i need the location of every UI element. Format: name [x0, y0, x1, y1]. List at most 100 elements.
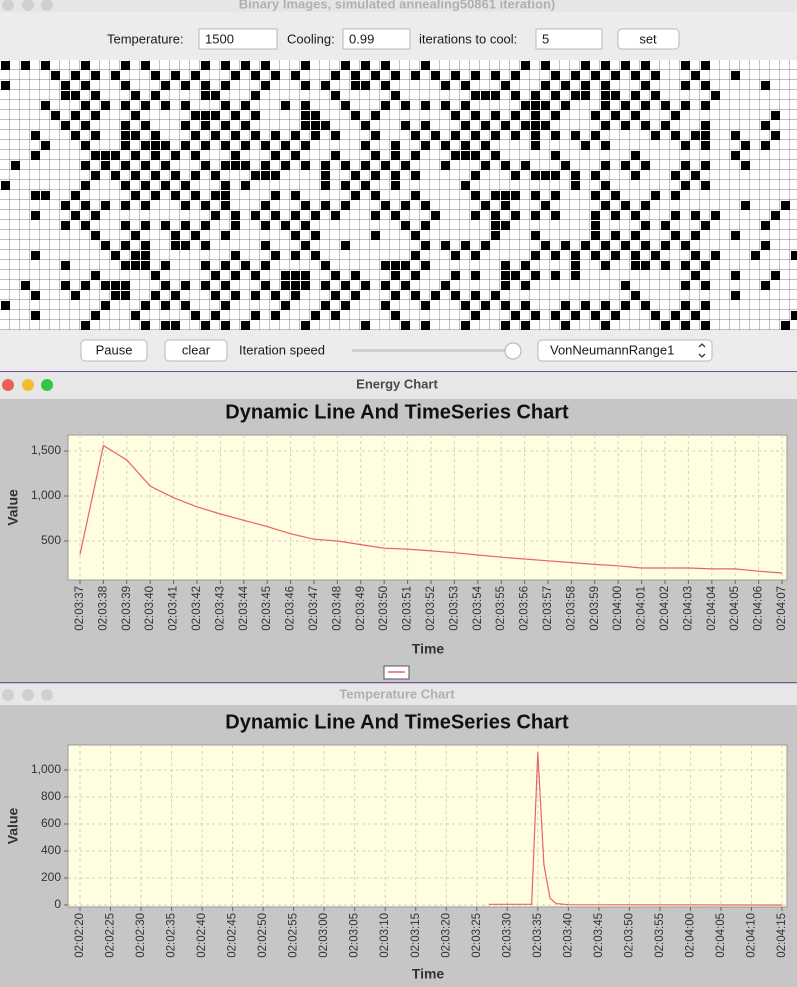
select-arrows	[698, 343, 706, 358]
close-button[interactable]	[2, 689, 14, 701]
black-cell	[31, 191, 40, 200]
cooling-input[interactable]	[342, 28, 411, 50]
black-cell	[351, 271, 360, 280]
slider-knob[interactable]	[504, 342, 522, 360]
black-cell	[761, 281, 770, 290]
clear-button[interactable]	[164, 339, 228, 362]
black-cell	[661, 221, 670, 230]
black-cell	[211, 171, 220, 180]
black-cell	[611, 91, 620, 100]
x-tick-label: 02:02:50	[257, 913, 269, 958]
black-cell	[91, 71, 100, 80]
black-cell	[41, 141, 50, 150]
black-cell	[31, 131, 40, 140]
black-cell	[421, 321, 430, 330]
black-cell	[121, 81, 130, 90]
black-cell	[291, 231, 300, 240]
zoom-button[interactable]	[41, 0, 53, 11]
black-cell	[401, 281, 410, 290]
black-cell	[701, 221, 710, 230]
x-tick-label: 02:04:03	[682, 586, 694, 631]
black-cell	[181, 201, 190, 210]
temperature-input[interactable]	[198, 28, 278, 50]
x-tick-label: 02:03:58	[565, 586, 577, 631]
black-cell	[501, 301, 510, 310]
black-cell	[571, 91, 580, 100]
black-cell	[391, 71, 400, 80]
zoom-button[interactable]	[41, 379, 53, 391]
slider-track[interactable]	[352, 349, 512, 352]
neighborhood-select[interactable]	[537, 339, 713, 362]
black-cell	[191, 311, 200, 320]
black-cell	[121, 61, 130, 70]
y-tick-label: 800	[41, 789, 61, 803]
black-cell	[231, 131, 240, 140]
black-cell	[691, 131, 700, 140]
black-cell	[101, 101, 110, 110]
pause-button[interactable]	[80, 339, 148, 362]
black-cell	[501, 161, 510, 170]
set-button[interactable]	[617, 28, 680, 50]
close-button[interactable]	[2, 0, 14, 11]
black-cell	[531, 131, 540, 140]
label: iterations to cool:	[419, 31, 517, 46]
black-cell	[631, 171, 640, 180]
black-cell	[281, 141, 290, 150]
iterations-input[interactable]	[535, 28, 603, 50]
black-cell	[511, 211, 520, 220]
black-cell	[131, 151, 140, 160]
black-cell	[601, 121, 610, 130]
black-cell	[391, 141, 400, 150]
black-cell	[371, 211, 380, 220]
black-cell	[141, 261, 150, 270]
black-cell	[601, 201, 610, 210]
black-cell	[211, 311, 220, 320]
black-cell	[701, 131, 710, 140]
black-cell	[601, 91, 610, 100]
black-cell	[141, 181, 150, 190]
black-cell	[621, 281, 630, 290]
zoom-button[interactable]	[41, 689, 53, 701]
black-cell	[371, 171, 380, 180]
close-button[interactable]	[2, 379, 14, 391]
black-cell	[101, 151, 110, 160]
black-cell	[1, 61, 10, 70]
black-cell	[651, 71, 660, 80]
x-tick-label: 02:02:20	[74, 913, 86, 958]
black-cell	[51, 71, 60, 80]
black-cell	[331, 71, 340, 80]
input-value: 0.99	[349, 31, 374, 46]
black-cell	[461, 151, 470, 160]
black-cell	[471, 291, 480, 300]
black-cell	[261, 221, 270, 230]
black-cell	[301, 281, 310, 290]
black-cell	[671, 211, 680, 220]
black-cell	[301, 141, 310, 150]
black-cell	[121, 261, 130, 270]
black-cell	[141, 241, 150, 250]
black-cell	[331, 311, 340, 320]
black-cell	[201, 61, 210, 70]
black-cell	[581, 61, 590, 70]
black-cell	[521, 61, 530, 70]
minimize-button[interactable]	[22, 379, 34, 391]
black-cell	[521, 281, 530, 290]
black-cell	[11, 161, 20, 170]
black-cell	[451, 251, 460, 260]
black-cell	[631, 71, 640, 80]
x-tick-label: 02:03:52	[425, 586, 437, 631]
black-cell	[411, 271, 420, 280]
black-cell	[741, 141, 750, 150]
minimize-button[interactable]	[22, 0, 34, 11]
x-tick-label: 02:03:50	[378, 586, 390, 631]
black-cell	[701, 121, 710, 130]
black-cell	[261, 141, 270, 150]
black-cell	[451, 131, 460, 140]
black-cell	[61, 281, 70, 290]
black-cell	[771, 111, 780, 120]
black-cell	[611, 211, 620, 220]
black-cell	[71, 291, 80, 300]
black-cell	[481, 301, 490, 310]
minimize-button[interactable]	[22, 689, 34, 701]
black-cell	[421, 101, 430, 110]
